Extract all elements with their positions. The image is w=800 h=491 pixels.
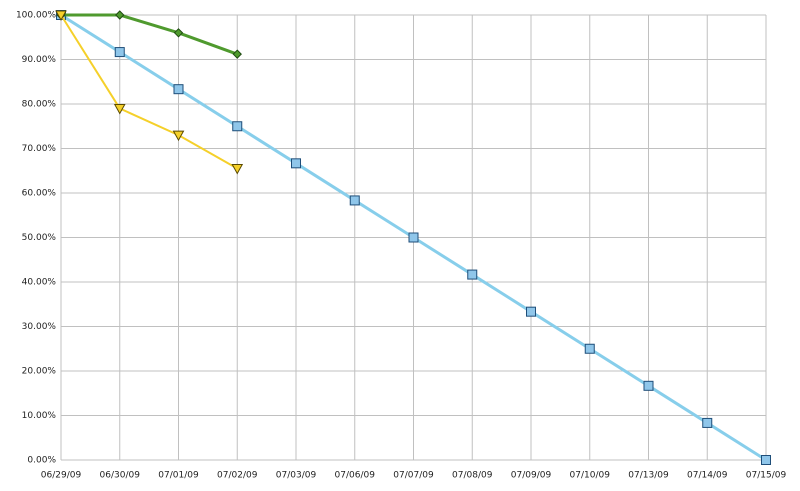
y-tick-label: 70.00% — [22, 144, 57, 154]
marker — [761, 455, 771, 465]
x-tick-label: 07/07/09 — [393, 471, 434, 481]
x-tick-label: 07/13/09 — [628, 471, 669, 481]
marker — [173, 84, 184, 95]
y-tick-label: 30.00% — [22, 322, 57, 332]
marker — [349, 195, 360, 206]
marker — [526, 306, 536, 317]
marker — [291, 158, 301, 169]
x-tick-label: 07/01/09 — [158, 471, 199, 481]
series-line — [60, 14, 238, 170]
x-tick-label: 07/15/09 — [746, 471, 787, 481]
marker — [467, 269, 478, 280]
marker — [702, 417, 713, 428]
marker — [55, 10, 67, 22]
x-tick-label: 07/06/09 — [335, 471, 376, 481]
marker — [172, 130, 185, 142]
marker — [584, 343, 595, 354]
y-tick-label: 60.00% — [22, 189, 57, 199]
x-tick-label: 07/03/09 — [276, 471, 317, 481]
x-tick-label: 06/30/09 — [100, 471, 141, 481]
x-tick-label: 07/02/09 — [217, 471, 258, 481]
y-tick-label: 80.00% — [22, 100, 57, 110]
y-tick-label: 10.00% — [22, 411, 57, 421]
y-tick-label: 100.00% — [16, 11, 56, 21]
x-tick-label: 07/08/09 — [452, 471, 493, 481]
marker — [232, 121, 243, 132]
y-tick-label: 50.00% — [22, 233, 57, 243]
marker — [232, 49, 242, 59]
x-tick-label: 07/09/09 — [511, 471, 552, 481]
x-tick-label: 06/29/09 — [41, 471, 82, 481]
series-line — [61, 13, 238, 56]
marker — [231, 164, 244, 175]
y-tick-label: 90.00% — [22, 55, 57, 65]
x-tick-label: 07/14/09 — [687, 471, 728, 481]
y-tick-label: 20.00% — [22, 367, 57, 377]
y-tick-label: 40.00% — [22, 278, 57, 288]
marker — [113, 103, 126, 115]
marker — [408, 232, 419, 243]
marker — [643, 380, 654, 391]
y-tick-label: 0.00% — [27, 456, 56, 466]
x-tick-label: 07/10/09 — [570, 471, 611, 481]
marker — [114, 47, 125, 58]
marker — [173, 28, 184, 38]
marker — [115, 10, 125, 20]
